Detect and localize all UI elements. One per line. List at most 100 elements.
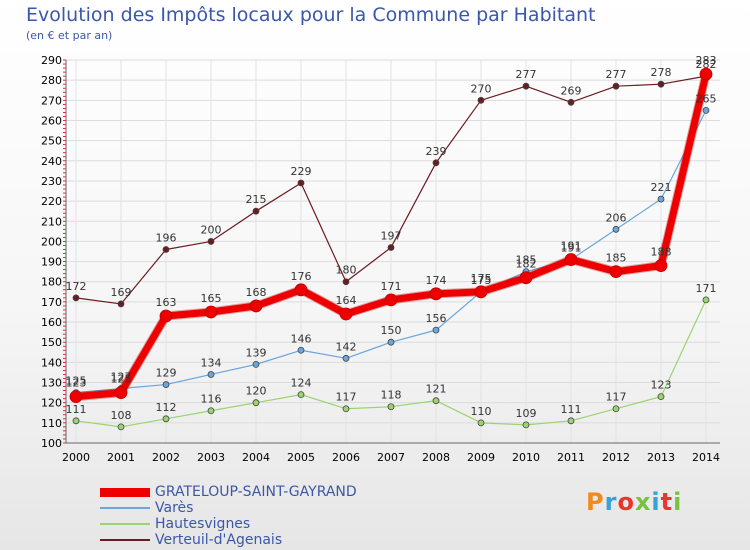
x-tick-label: 2007 [377, 451, 405, 464]
data-point [387, 244, 395, 251]
y-tick-label: 230 [41, 175, 62, 188]
data-label: 116 [201, 393, 222, 406]
y-tick-label: 100 [41, 437, 62, 450]
data-label: 182 [516, 258, 537, 271]
data-label: 129 [156, 367, 177, 380]
data-point [249, 299, 263, 313]
legend-swatch [100, 487, 150, 497]
x-tick-label: 2000 [62, 451, 90, 464]
data-point [204, 305, 218, 319]
data-point [474, 285, 488, 299]
data-label: 200 [201, 223, 222, 236]
y-tick-label: 150 [41, 336, 62, 349]
data-point [384, 293, 398, 307]
data-point [252, 399, 260, 407]
data-point [522, 82, 530, 90]
data-label: 139 [246, 346, 267, 359]
data-point [699, 67, 713, 81]
data-label: 164 [336, 294, 357, 307]
data-label: 123 [66, 377, 87, 390]
series-layer [69, 67, 713, 431]
data-point [72, 294, 80, 302]
data-labels: 172 169 196 200 215 229 180 197 239 270 277 269 277 2… [66, 54, 717, 422]
y-tick-label: 200 [41, 235, 62, 248]
data-point [477, 419, 485, 427]
data-label: 215 [246, 193, 267, 206]
legend-label: GRATELOUP-SAINT-GAYRAND [155, 484, 357, 500]
data-label: 188 [651, 246, 672, 259]
grid [66, 59, 720, 444]
x-tick-label: 2010 [512, 451, 540, 464]
data-point [567, 98, 575, 106]
data-point [72, 417, 80, 425]
data-label: 127 [111, 371, 132, 384]
data-label: 124 [291, 377, 312, 390]
proxiti-logo: Proxiti [586, 488, 682, 516]
data-label: 121 [426, 383, 447, 396]
legend-swatch [100, 507, 150, 509]
data-point [297, 391, 305, 399]
data-point [159, 309, 173, 323]
data-point [429, 287, 443, 301]
x-tick-label: 2002 [152, 451, 180, 464]
data-point [162, 246, 170, 253]
data-label: 111 [561, 403, 582, 416]
data-label: 185 [516, 254, 537, 267]
data-label: 277 [516, 68, 537, 81]
data-point [207, 371, 215, 378]
x-tick-label: 2004 [242, 451, 270, 464]
data-label: 175 [471, 274, 492, 287]
y-tick-label: 130 [41, 377, 62, 390]
data-label: 196 [156, 231, 177, 244]
data-point [432, 159, 440, 167]
data-label: 142 [336, 340, 357, 353]
data-label: 277 [606, 68, 627, 81]
y-tick-label: 220 [41, 195, 62, 208]
x-tick-label: 2009 [467, 451, 495, 464]
data-point [657, 393, 665, 401]
data-point [702, 106, 710, 114]
data-label: 229 [291, 165, 312, 178]
data-label: 146 [291, 332, 312, 345]
data-label: 109 [516, 407, 537, 420]
data-point [117, 423, 125, 431]
legend-swatch [100, 523, 150, 525]
data-label: 180 [336, 264, 357, 277]
logo-letter: i [673, 488, 683, 516]
y-tick-label: 250 [41, 135, 62, 148]
data-label: 163 [156, 296, 177, 309]
data-label: 171 [381, 280, 402, 293]
data-point [252, 207, 260, 215]
data-label: 221 [651, 181, 672, 194]
data-point [654, 259, 668, 273]
data-point [522, 421, 530, 429]
data-point [114, 386, 128, 400]
data-point [432, 326, 440, 334]
y-tick-label: 170 [41, 296, 62, 309]
legend-label: Hautesvignes [155, 516, 251, 532]
data-label: 270 [471, 82, 492, 95]
data-point [702, 296, 710, 304]
y-tick-label: 140 [41, 356, 62, 369]
data-label: 185 [606, 252, 627, 265]
data-point [294, 283, 308, 297]
data-label: 117 [606, 391, 627, 404]
series-verteuil-d-agenais [72, 72, 710, 308]
data-label: 174 [426, 274, 447, 287]
x-tick-label: 2001 [107, 451, 135, 464]
data-label: 197 [381, 229, 402, 242]
data-label: 112 [156, 401, 177, 414]
data-label: 191 [561, 242, 582, 255]
data-label: 108 [111, 409, 132, 422]
data-label: 120 [246, 385, 267, 398]
chart-title: Evolution des Impôts locaux pour la Comm… [26, 4, 596, 26]
data-point [207, 407, 215, 415]
data-point [342, 405, 350, 413]
data-point [612, 225, 620, 233]
data-label: 134 [201, 356, 222, 369]
data-point [387, 338, 395, 346]
chart-subtitle: (en € et par an) [26, 29, 113, 42]
data-label: 125 [111, 373, 132, 386]
data-label: 168 [246, 286, 267, 299]
data-label: 171 [696, 282, 717, 295]
